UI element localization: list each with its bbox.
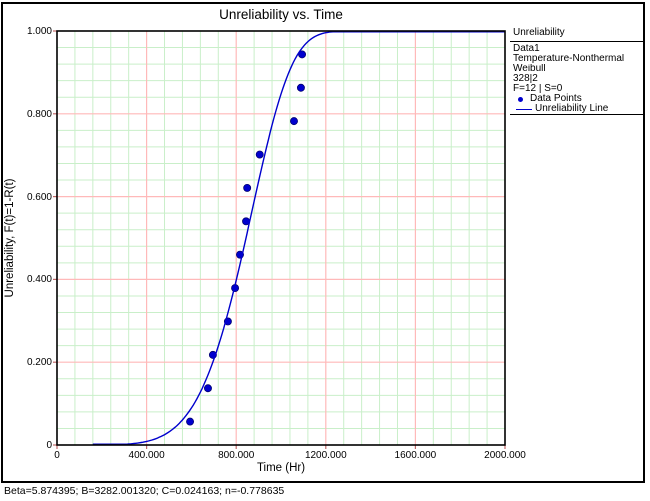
plot-background (57, 31, 505, 445)
y-tick-label: 0.800 (26, 108, 52, 120)
legend-header: Unreliability (510, 27, 643, 42)
x-axis-title: Time (Hr) (256, 462, 306, 474)
legend-line-dataset-name: Data1 (513, 44, 540, 54)
y-tick-label: 1.000 (26, 26, 52, 37)
line-marker-icon (516, 108, 532, 110)
data-point (290, 117, 298, 126)
x-tick-label: 1600.000 (394, 450, 437, 461)
legend-item-label: Data Points (530, 93, 582, 104)
legend-panel: Unreliability Data1 Temperature-Nontherm… (510, 27, 643, 115)
legend-line-model-type: Temperature-Nonthermal (513, 54, 625, 64)
data-point (204, 384, 212, 393)
legend-item-data-points: Data Points (510, 94, 643, 104)
data-point (296, 83, 305, 92)
y-tick-label: 0.600 (26, 191, 52, 203)
y-axis-title: Unreliability, F(t)=1-R(t) (4, 178, 16, 298)
data-point (255, 150, 264, 159)
chart-title: Unreliability vs. Time (219, 7, 343, 22)
legend-item-unreliability-line: Unreliability Line (510, 104, 643, 114)
status-bar: Beta=5.874395; B=3282.001320; C=0.024163… (1, 481, 645, 498)
plot-canvas[interactable] (53, 30, 506, 449)
y-tick-label: 0.200 (26, 357, 52, 369)
data-point (186, 417, 195, 426)
plot-border (56, 30, 506, 446)
x-tick-label: 2000.000 (484, 450, 526, 461)
x-tick-label: 400.000 (128, 450, 165, 461)
legend-line-stress-level: 328|2 (513, 74, 538, 84)
data-point (243, 183, 252, 192)
legend-line-fs-count: F=12 | S=0 (513, 84, 563, 94)
x-tick-label: 800.000 (218, 450, 255, 461)
x-tick-label: 1200.000 (304, 450, 347, 461)
status-text: Beta=5.874395; B=3282.001320; C=0.024163… (4, 485, 285, 497)
y-tick-label: 0 (46, 440, 52, 451)
legend-item-label: Unreliability Line (535, 103, 609, 114)
data-point-marker-icon (518, 96, 523, 102)
x-tick-label: 0 (54, 450, 60, 461)
legend-line-distribution: Weibull (513, 64, 546, 74)
y-tick-label: 0.400 (26, 274, 52, 286)
